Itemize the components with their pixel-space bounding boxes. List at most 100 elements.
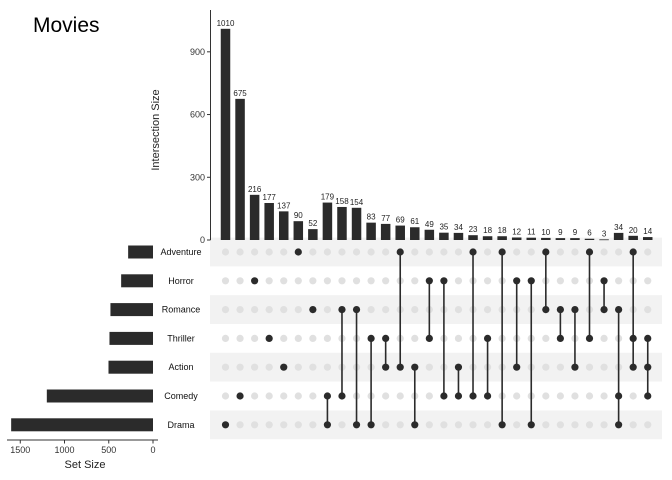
- matrix-dot-inactive: [280, 392, 288, 400]
- matrix-dot-inactive: [221, 277, 230, 285]
- intersection-bar-label: 3: [602, 229, 607, 238]
- intersection-bar: [308, 229, 318, 240]
- matrix-dot-inactive: [265, 392, 273, 400]
- matrix-dot-active: [338, 392, 346, 400]
- matrix-dot-active: [440, 277, 448, 285]
- matrix-dot-active: [483, 392, 492, 400]
- matrix-row-stripe: [210, 410, 662, 440]
- intersection-bar: [497, 236, 507, 240]
- matrix-dot-active: [265, 334, 273, 342]
- matrix-dot-inactive: [629, 392, 637, 400]
- intersection-bar: [410, 227, 420, 240]
- matrix-dot-inactive: [382, 421, 390, 429]
- matrix-dot-active: [411, 363, 419, 371]
- intersection-axis-tick-label: 600: [190, 110, 205, 120]
- matrix-dot-inactive: [483, 421, 492, 429]
- matrix-dot-inactive: [542, 334, 550, 342]
- matrix-dot-active: [483, 334, 492, 342]
- intersection-bar: [628, 235, 638, 240]
- intersection-bar-label: 11: [527, 228, 536, 237]
- intersection-bar-label: 52: [308, 219, 317, 228]
- matrix-dot-inactive: [440, 248, 448, 256]
- matrix-dot-inactive: [221, 363, 230, 371]
- set-size-bar: [110, 303, 153, 317]
- matrix-dot-inactive: [513, 248, 521, 256]
- intersection-bar-label: 12: [512, 227, 521, 236]
- matrix-dot-inactive: [571, 392, 579, 400]
- matrix-dot-inactive: [265, 277, 273, 285]
- matrix-dot-inactive: [542, 363, 550, 371]
- set-size-bar: [46, 389, 154, 403]
- matrix-dot-active: [629, 334, 637, 342]
- matrix-dot-active: [382, 334, 390, 342]
- matrix-dot-active: [469, 392, 477, 400]
- matrix-dot-inactive: [513, 392, 521, 400]
- intersection-bar-label: 90: [294, 211, 303, 220]
- set-name-labels: Adventure Horror Romance Thriller Action Come…: [160, 247, 201, 430]
- matrix-dot-active: [585, 248, 594, 256]
- intersection-bar-label: 6: [587, 229, 592, 238]
- intersection-axis-tick-label: 0: [200, 235, 205, 245]
- intersection-bar: [366, 222, 376, 240]
- matrix-dot-inactive: [280, 248, 288, 256]
- matrix-dot-inactive: [221, 334, 230, 342]
- matrix-dot-inactive: [323, 334, 332, 342]
- intersection-bar: [526, 237, 537, 240]
- matrix-dot-inactive: [251, 334, 259, 342]
- matrix-dot-inactive: [600, 421, 608, 429]
- matrix-dot-active: [367, 421, 375, 429]
- matrix-dot-inactive: [251, 248, 259, 256]
- matrix-dot-inactive: [615, 248, 623, 256]
- matrix-dot-active: [498, 248, 506, 256]
- matrix-dot-inactive: [454, 248, 463, 256]
- matrix-dot-inactive: [323, 248, 332, 256]
- matrix-dot-inactive: [585, 421, 594, 429]
- matrix-dot-active: [323, 421, 332, 429]
- matrix-dot-inactive: [265, 306, 273, 314]
- matrix-dot-inactive: [411, 334, 419, 342]
- intersection-bar-label: 18: [498, 226, 507, 235]
- intersection-bar-label: 216: [248, 185, 262, 194]
- matrix-dot-active: [367, 334, 375, 342]
- matrix-dot-inactive: [382, 248, 390, 256]
- intersection-bar-label: 34: [614, 223, 623, 232]
- matrix-dot-active: [644, 392, 652, 400]
- matrix-dot-inactive: [483, 306, 492, 314]
- matrix-dot-active: [454, 363, 463, 371]
- membership-matrix: [221, 248, 652, 429]
- intersection-bar: [278, 211, 289, 240]
- matrix-dot-inactive: [221, 306, 230, 314]
- matrix-dot-inactive: [382, 277, 390, 285]
- matrix-dot-inactive: [323, 363, 332, 371]
- set-name-label: Romance: [162, 305, 201, 315]
- matrix-dot-active: [498, 421, 506, 429]
- matrix-dot-inactive: [294, 421, 302, 429]
- matrix-dot-active: [571, 306, 579, 314]
- intersection-bar: [570, 238, 580, 240]
- intersection-bar: [293, 221, 304, 240]
- matrix-dot-active: [571, 363, 579, 371]
- matrix-dot-inactive: [454, 306, 463, 314]
- intersection-bar-label: 77: [381, 214, 390, 223]
- matrix-dot-inactive: [265, 363, 273, 371]
- matrix-dot-active: [396, 363, 404, 371]
- matrix-dot-inactive: [600, 392, 608, 400]
- matrix-dot-inactive: [425, 363, 433, 371]
- matrix-dot-inactive: [542, 421, 550, 429]
- matrix-dot-inactive: [382, 392, 390, 400]
- matrix-dot-inactive: [280, 334, 288, 342]
- intersection-size-axis: 0 300 600 900: [190, 10, 211, 245]
- matrix-dot-inactive: [265, 421, 273, 429]
- matrix-dot-inactive: [236, 248, 244, 256]
- set-name-label: Horror: [168, 276, 194, 286]
- matrix-dot-active: [411, 421, 419, 429]
- matrix-dot-inactive: [571, 421, 579, 429]
- matrix-dot-inactive: [571, 248, 579, 256]
- intersection-bar-label: 137: [277, 201, 291, 210]
- matrix-dot-inactive: [556, 363, 564, 371]
- set-size-axis-tick-label: 1500: [10, 445, 30, 455]
- intersection-bar: [511, 237, 522, 240]
- matrix-dot-active: [352, 306, 361, 314]
